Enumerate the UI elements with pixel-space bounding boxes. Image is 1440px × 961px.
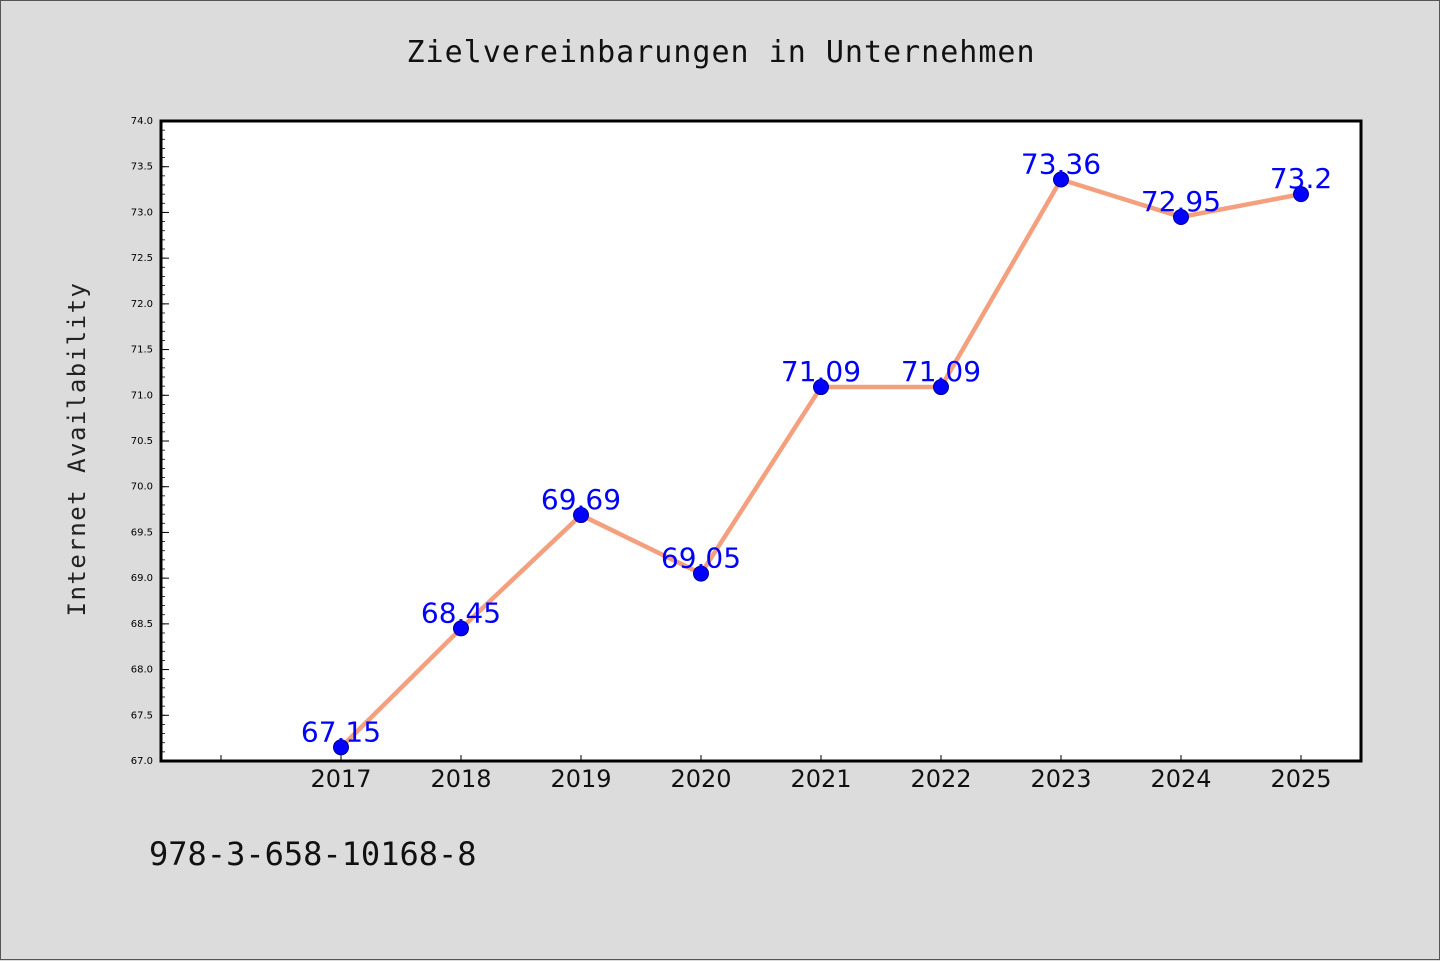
y-tick-label: 70.0	[131, 482, 153, 493]
data-label: 68.45	[421, 596, 501, 629]
data-point	[813, 379, 829, 396]
y-tick-label: 74.0	[131, 116, 153, 127]
x-tick-label: 2023	[1030, 765, 1091, 793]
data-point	[333, 739, 349, 756]
data-point	[1173, 209, 1189, 225]
data-point	[1053, 171, 1069, 188]
data-label: 72.95	[1141, 185, 1221, 218]
x-tick-label: 2017	[310, 765, 371, 793]
data-point	[573, 507, 589, 524]
x-tick-label: 2019	[550, 765, 611, 793]
data-label: 71.09	[781, 355, 861, 388]
plot-area	[159, 119, 1363, 763]
isbn-text: 978-3-658-10168-8	[149, 835, 477, 873]
data-point	[1293, 186, 1309, 203]
x-tick-label: 2025	[1270, 765, 1331, 793]
y-tick-label: 67.5	[131, 710, 153, 721]
y-tick-label: 67.0	[131, 756, 153, 767]
y-tick-label: 72.0	[131, 299, 153, 310]
y-tick-label: 71.0	[131, 390, 153, 401]
data-point	[933, 379, 949, 396]
y-tick-label: 71.5	[131, 345, 153, 356]
y-tick-label: 68.0	[131, 665, 153, 676]
data-label: 69.05	[661, 542, 741, 575]
y-tick-label: 68.5	[131, 619, 153, 630]
data-label: 73.2	[1270, 162, 1332, 195]
y-tick-label: 73.5	[131, 162, 153, 173]
x-tick-label: 2021	[790, 765, 851, 793]
x-tick-label: 2024	[1150, 765, 1211, 793]
x-tick-label: 2022	[910, 765, 971, 793]
x-tick-label: 2018	[430, 765, 491, 793]
data-point	[693, 565, 709, 582]
data-label: 69.69	[541, 483, 621, 516]
y-tick-label: 69.0	[131, 573, 153, 584]
y-tick-label: 70.5	[131, 436, 153, 447]
data-label: 67.15	[301, 715, 381, 748]
chart-title: Zielvereinbarungen in Unternehmen	[406, 35, 1036, 70]
y-tick-label: 73.0	[131, 207, 153, 218]
data-label: 71.09	[901, 355, 981, 388]
y-tick-label: 72.5	[131, 253, 153, 264]
data-label: 73.36	[1021, 148, 1101, 181]
y-tick-label: 69.5	[131, 527, 153, 538]
x-tick-label: 2020	[670, 765, 731, 793]
data-point	[453, 620, 469, 637]
